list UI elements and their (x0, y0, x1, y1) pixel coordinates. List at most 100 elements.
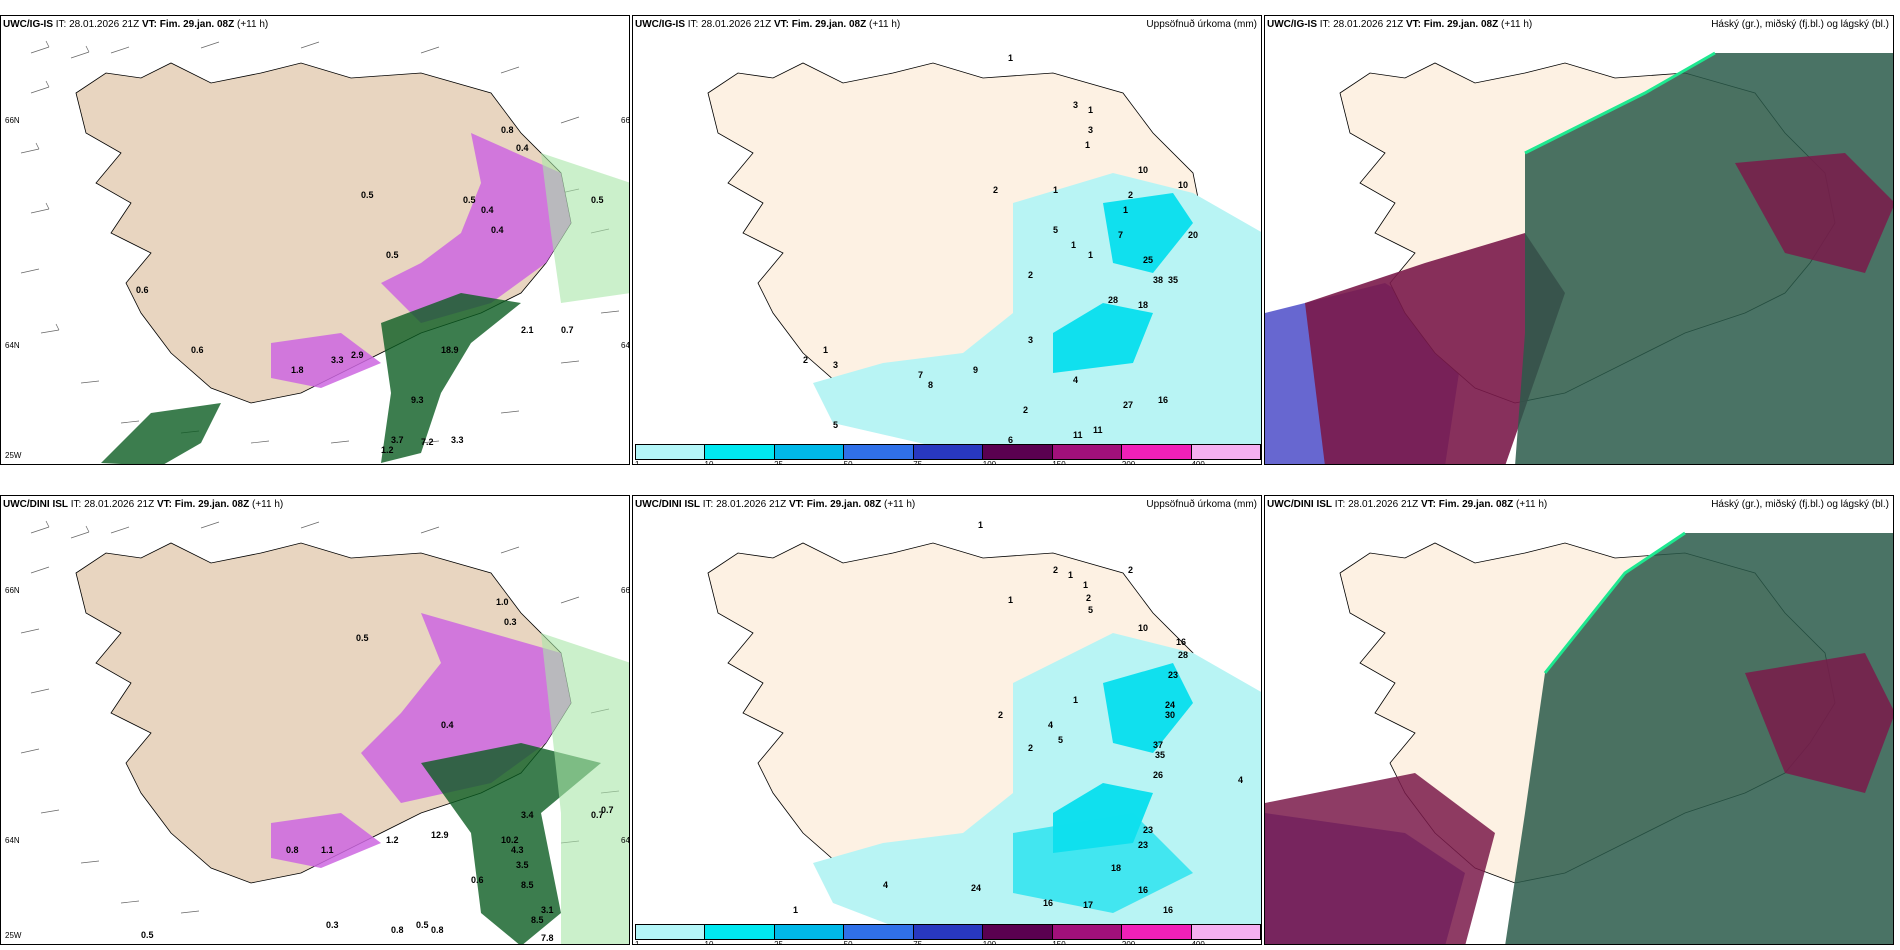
value-label: 2 (993, 185, 998, 195)
legend-tick: 100 (982, 940, 997, 945)
value-label: 10 (1138, 165, 1148, 175)
value-label: 3.4 (521, 810, 534, 820)
value-label: 1 (1085, 140, 1090, 150)
cloud-mid (1305, 233, 1565, 464)
legend-swatch (913, 925, 984, 939)
panel-header: UWC/DINI ISL IT: 28.01.2026 21Z VT: Fim.… (1, 496, 629, 513)
legend-tick: 50 (843, 460, 853, 465)
panel-header: UWC/IG-IS IT: 28.01.2026 21Z VT: Fim. 29… (1265, 16, 1893, 33)
panel-title: Háský (gr.), miðský (fj.bl.) og lágský (… (1711, 19, 1889, 30)
heavy-snow-sw (101, 403, 221, 464)
value-label: 2 (1053, 565, 1058, 575)
value-label: 4 (1073, 375, 1078, 385)
map-canvas: 1313110102121720253835182832151342716111… (707, 53, 1261, 446)
legend-swatch (774, 445, 845, 459)
legend-tick: 200 (1121, 940, 1136, 945)
map-panel-dini-clouds: UWC/DINI ISL IT: 28.01.2026 21Z VT: Fim.… (1264, 495, 1894, 945)
value-label: 16 (1158, 395, 1168, 405)
value-label: 27 (1123, 400, 1133, 410)
value-label: 0.4 (441, 720, 454, 730)
legend-swatch (844, 445, 914, 459)
value-label: 0.4 (516, 143, 529, 153)
value-label: 0.5 (386, 250, 399, 260)
value-label: 4 (1238, 775, 1243, 785)
value-label: 7 (918, 370, 923, 380)
value-label: 2 (1086, 593, 1091, 603)
value-label: 8.5 (531, 915, 544, 925)
panel-title: Háský (gr.), miðský (fj.bl.) og lágský (… (1711, 499, 1889, 510)
map-canvas: 1.0 0.3 0.5 0.7 0.4 1.2 1.1 0.8 12.9 10.2 3.4 4.3 3.… (5, 520, 629, 944)
value-label: 2.1 (521, 325, 534, 335)
value-label: 11 (1073, 430, 1083, 440)
legend-swatch (1052, 925, 1123, 939)
value-label: 2 (1028, 270, 1033, 280)
legend-swatch (983, 445, 1053, 459)
cloud-mid-east (1745, 653, 1893, 793)
legend-tick: 50 (843, 940, 853, 945)
legend-tick: 25 (774, 460, 784, 465)
value-label: 17 (1083, 900, 1093, 910)
map-panel-dini-precip: UWC/DINI ISL IT: 28.01.2026 21Z VT: Fim.… (632, 495, 1262, 945)
value-label: 5 (1053, 225, 1058, 235)
value-label: 1 (1123, 205, 1128, 215)
snow-labels: 0.80.40.50.50.50.60.61.83.3 2.9 18.99.37.2… (136, 125, 604, 455)
cloud-mid-east (1735, 153, 1893, 273)
map-panel-ig-snow: UWC/IG-IS IT: 28.01.2026 21Z VT: Fim. 29… (0, 15, 630, 465)
value-label: 1 (1088, 105, 1093, 115)
panel-title: Uppsöfnuð úrkoma (mm) (1146, 19, 1257, 30)
value-label: 8 (928, 380, 933, 390)
value-label: 0.5 (463, 195, 476, 205)
legend-tick: 200 (1121, 460, 1136, 465)
value-label: 7.8 (541, 933, 554, 943)
value-label: 10.2 (501, 835, 519, 845)
panel-header: UWC/DINI ISL IT: 28.01.2026 21Z VT: Fim.… (633, 496, 1261, 513)
value-label: 0.3 (504, 617, 517, 627)
value-label: 20 (1188, 230, 1198, 240)
wet-snow-south (271, 333, 381, 388)
value-label: 10 (1178, 180, 1188, 190)
value-label: 3 (1028, 335, 1033, 345)
legend-swatch (844, 925, 914, 939)
cloud-edge (1524, 51, 1716, 155)
legend-tick: 10 (704, 460, 714, 465)
legend-tick: 150 (1052, 940, 1066, 945)
axis-label: 25W (5, 451, 22, 460)
value-label: 0.5 (591, 195, 604, 205)
legend-tick: 25 (774, 940, 784, 945)
value-label: 5 (1088, 605, 1093, 615)
legend-swatch (1191, 925, 1260, 939)
value-label: 0.4 (481, 205, 494, 215)
value-label: 0.6 (136, 285, 149, 295)
value-label: 1 (1083, 580, 1088, 590)
value-label: 0.6 (471, 875, 484, 885)
legend-swatch (705, 925, 775, 939)
value-label: 1 (793, 905, 798, 915)
precip-mid-2 (1103, 663, 1193, 753)
precip-mid-2 (1103, 193, 1193, 273)
legend-tick: 1 (635, 460, 640, 465)
heavy-snow-band (381, 293, 521, 463)
axis-label: 64N (5, 836, 20, 845)
legend-swatch (705, 445, 775, 459)
value-label: 7.2 (421, 437, 434, 447)
precip-mid-3 (1013, 813, 1193, 913)
value-label: 23 (1143, 825, 1153, 835)
legend-tick: 75 (913, 940, 923, 945)
value-label: 1.8 (291, 365, 304, 375)
precip-legend: 1 10 25 50 75 100 150 200 400 (635, 444, 1261, 465)
value-label: 30 (1165, 710, 1175, 720)
value-label: 23 (1138, 840, 1148, 850)
map-panel-ig-clouds: UWC/IG-IS IT: 28.01.2026 21Z VT: Fim. 29… (1264, 15, 1894, 465)
map-canvas (1265, 513, 1893, 944)
value-label: 0.7 (591, 810, 604, 820)
value-label: 3 (1088, 125, 1093, 135)
axis-label: 66N (5, 116, 20, 125)
value-label: 2.9 (351, 350, 364, 360)
wet-snow-south (271, 813, 381, 868)
value-label: 3.3 (451, 435, 464, 445)
legend-tick: 400 (1191, 940, 1205, 945)
legend-tick: 10 (704, 940, 714, 945)
value-label: 0.5 (356, 633, 369, 643)
precip-labels: 1313110102121720253835182832151342716111… (803, 53, 1198, 446)
axis-label: 25W (5, 931, 22, 940)
